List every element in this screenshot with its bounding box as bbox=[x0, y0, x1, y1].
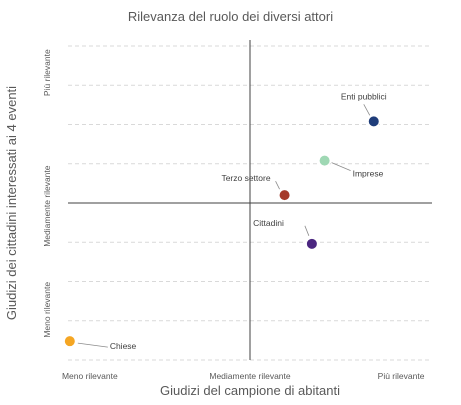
data-point bbox=[63, 335, 76, 348]
data-point bbox=[367, 115, 380, 128]
data-point bbox=[318, 154, 331, 167]
leader-line bbox=[77, 342, 108, 348]
data-label: Enti pubblici bbox=[341, 91, 387, 101]
data-label: Imprese bbox=[353, 169, 384, 179]
x-tick-label: Meno rilevante bbox=[62, 371, 118, 381]
x-tick-label: Più rilevante bbox=[378, 371, 425, 381]
leader-line bbox=[304, 225, 310, 236]
data-label: Terzo settore bbox=[221, 173, 270, 183]
leader-line bbox=[363, 104, 371, 116]
leader-line bbox=[275, 180, 280, 190]
data-label: Cittadini bbox=[253, 218, 284, 228]
x-tick-label: Mediamente rilevante bbox=[209, 371, 291, 381]
chart-title: Rilevanza del ruolo dei diversi attori bbox=[127, 9, 334, 24]
y-tick-label: Mediamente rilevante bbox=[42, 165, 52, 247]
data-point bbox=[305, 237, 318, 250]
data-label: Chiese bbox=[110, 341, 137, 351]
y-tick-label: Meno rilevante bbox=[42, 282, 52, 338]
data-point bbox=[278, 189, 291, 202]
leader-line bbox=[331, 162, 351, 171]
x-axis-label: Giudizi del campione di abitanti bbox=[160, 383, 340, 398]
y-tick-label: Più rilevante bbox=[42, 49, 52, 96]
